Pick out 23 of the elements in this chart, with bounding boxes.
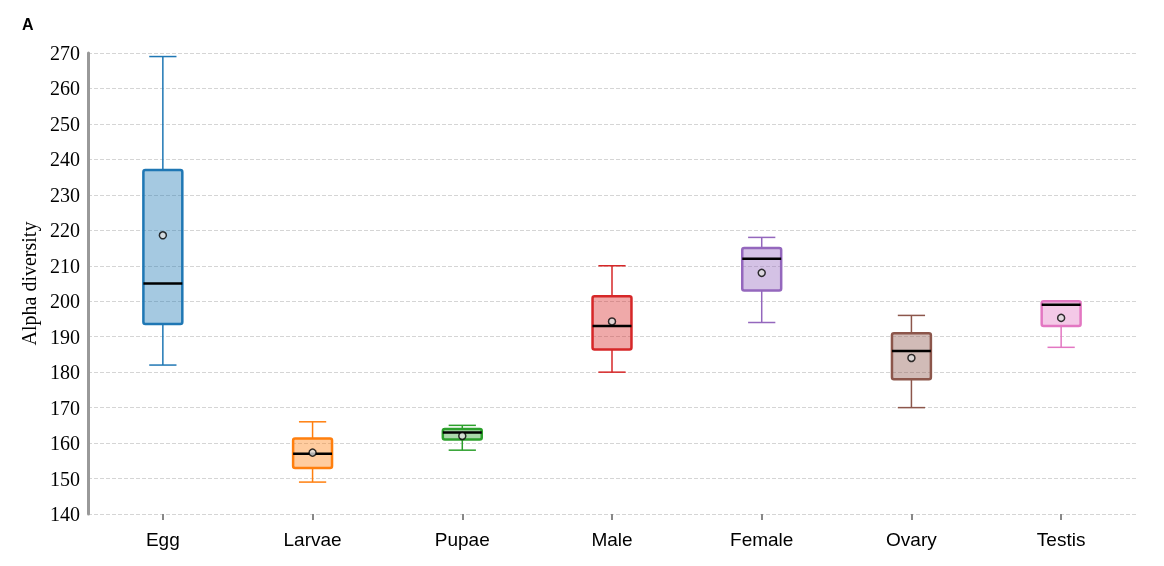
y-tick-label: 270 [50,42,80,64]
y-tick-label: 260 [50,77,80,100]
y-tick-label: 210 [50,254,80,277]
y-tick-label: 170 [50,396,80,419]
y-tick-label: 250 [50,112,80,135]
y-tick-label: 200 [50,290,80,313]
y-tick-label: 220 [50,219,80,242]
y-tick-label: 160 [50,432,80,455]
x-tick-label: Testis [1036,529,1086,550]
y-tick-label: 240 [50,148,80,171]
x-tick-label: Egg [145,529,180,550]
y-tick-label: 150 [50,467,80,490]
y-tick-label: 180 [50,361,80,384]
y-axis-title: Alpha diversity [18,221,42,346]
x-tick-label: Female [730,529,794,550]
y-tick-label: 140 [50,503,80,525]
x-tick-label: Larvae [283,529,342,550]
x-tick-label: Ovary [886,529,938,550]
x-tick-label: Male [591,529,633,550]
y-tick-label: 230 [50,183,80,206]
x-tick-label: Pupae [434,529,490,550]
y-tick-label: 190 [50,325,80,348]
text: A [22,15,34,33]
